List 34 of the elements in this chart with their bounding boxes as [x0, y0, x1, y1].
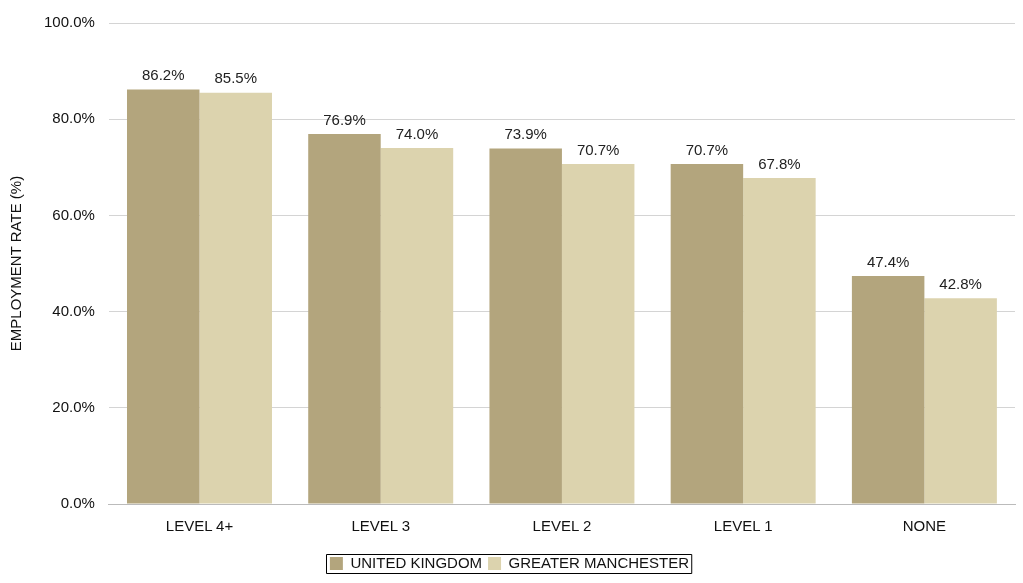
- x-tick-label: LEVEL 4+: [165, 517, 234, 535]
- bar: [380, 148, 454, 504]
- x-tick-label: LEVEL 2: [532, 517, 592, 535]
- bar: [308, 134, 381, 504]
- data-label: 85.5%: [214, 69, 258, 87]
- data-label: 70.7%: [685, 140, 729, 158]
- bar: [199, 92, 272, 504]
- bar: [127, 89, 200, 504]
- bar: [489, 148, 562, 504]
- x-tick-label: NONE: [902, 517, 947, 535]
- data-label: 42.8%: [939, 274, 982, 292]
- bar: [561, 163, 635, 504]
- bar: [851, 276, 925, 504]
- data-label: 76.9%: [323, 110, 366, 128]
- data-label: 47.4%: [866, 252, 910, 270]
- bar: [743, 177, 816, 504]
- legend-label: UNITED KINGDOM: [350, 553, 483, 571]
- data-label: 86.2%: [141, 66, 185, 84]
- y-tick-label: 40.0%: [52, 301, 95, 319]
- data-label: 73.9%: [504, 125, 547, 143]
- x-tick-label: LEVEL 1: [713, 517, 773, 535]
- y-tick-label: 80.0%: [52, 109, 95, 127]
- y-tick-label: 60.0%: [52, 205, 95, 223]
- legend-label: GREATER MANCHESTER: [508, 553, 690, 571]
- data-label: 74.0%: [395, 124, 439, 142]
- y-tick-label: 100.0%: [44, 13, 95, 31]
- data-label: 70.7%: [576, 140, 620, 158]
- x-tick-label: LEVEL 3: [351, 517, 411, 535]
- y-tick-label: 0.0%: [60, 494, 95, 512]
- bar: [670, 163, 744, 504]
- y-axis-title: EMPLOYMENT RATE (%): [7, 175, 25, 352]
- y-tick-label: 20.0%: [52, 397, 95, 415]
- data-label: 67.8%: [758, 154, 801, 172]
- bar: [924, 298, 997, 504]
